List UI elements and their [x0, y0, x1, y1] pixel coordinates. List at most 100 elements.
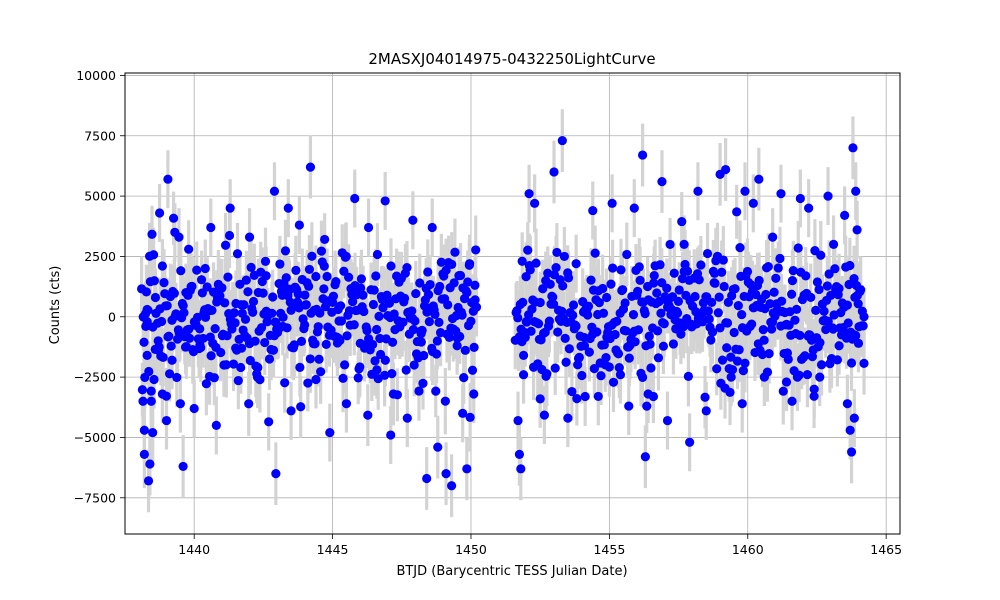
data-point: [264, 417, 274, 427]
data-point: [677, 216, 687, 227]
data-point: [178, 461, 188, 472]
data-point: [822, 281, 832, 291]
data-point: [630, 337, 640, 347]
data-point: [815, 337, 825, 348]
data-point: [643, 389, 653, 399]
data-point: [278, 312, 288, 322]
data-point: [253, 362, 263, 373]
data-point: [531, 258, 541, 268]
data-point: [452, 341, 462, 351]
data-point: [359, 306, 369, 317]
data-point: [655, 260, 665, 270]
data-point: [220, 298, 230, 308]
data-point: [606, 279, 616, 289]
data-point: [557, 135, 567, 146]
data-point: [386, 261, 396, 271]
data-point: [211, 420, 221, 430]
data-point: [291, 265, 301, 275]
data-point: [828, 239, 839, 249]
data-point: [187, 281, 197, 292]
data-point: [732, 356, 743, 366]
data-point: [401, 365, 411, 375]
data-point: [682, 266, 693, 276]
data-point: [196, 275, 207, 285]
data-point: [192, 265, 202, 275]
data-point: [449, 278, 459, 288]
data-point: [321, 339, 331, 349]
data-point: [527, 304, 537, 314]
data-point: [236, 300, 246, 310]
data-point: [319, 284, 329, 294]
data-point: [552, 247, 562, 258]
y-tick-label: 7500: [84, 128, 116, 143]
data-point: [859, 312, 869, 322]
data-point: [544, 316, 554, 326]
data-point: [150, 292, 161, 303]
data-point: [137, 385, 148, 395]
data-point: [398, 317, 408, 327]
data-point: [783, 354, 793, 364]
data-point: [143, 476, 154, 486]
data-point: [296, 336, 307, 346]
data-point: [342, 331, 352, 341]
data-point: [313, 322, 323, 332]
data-point: [538, 284, 548, 294]
data-point: [561, 357, 571, 367]
data-point: [146, 396, 156, 406]
data-point: [248, 296, 259, 307]
data-point: [153, 336, 163, 346]
data-point: [447, 481, 457, 491]
data-point: [843, 318, 853, 328]
data-point: [207, 305, 217, 315]
data-point: [222, 331, 232, 341]
data-point: [157, 389, 167, 399]
data-point: [221, 360, 231, 370]
data-point: [516, 464, 526, 474]
data-point: [759, 372, 769, 382]
data-point: [244, 232, 255, 242]
data-point: [294, 220, 304, 230]
data-point: [634, 262, 644, 272]
data-point: [613, 349, 624, 359]
data-point: [594, 298, 604, 308]
data-point: [669, 268, 679, 278]
data-point: [776, 189, 786, 199]
data-point: [164, 369, 175, 379]
data-point: [178, 301, 188, 311]
data-point: [548, 299, 559, 309]
data-point: [775, 253, 785, 264]
data-point: [169, 288, 179, 298]
data-point: [260, 256, 271, 266]
data-point: [674, 285, 684, 295]
data-point: [307, 251, 317, 261]
data-point: [275, 259, 285, 269]
data-point: [159, 278, 169, 288]
data-point: [717, 267, 727, 277]
data-point: [280, 246, 291, 256]
data-point: [722, 343, 732, 353]
data-point: [316, 367, 326, 377]
data-point: [328, 291, 339, 301]
data-point: [514, 449, 525, 459]
data-point: [465, 412, 475, 422]
data-point: [758, 325, 768, 335]
data-point: [372, 365, 382, 375]
data-point: [633, 286, 643, 296]
data-point: [588, 205, 598, 216]
data-point: [735, 243, 745, 253]
data-point: [840, 210, 850, 221]
y-tick-label: −7500: [74, 490, 116, 505]
data-point: [189, 403, 199, 414]
data-point: [607, 198, 617, 208]
data-point: [832, 355, 842, 365]
data-point: [658, 341, 669, 351]
data-point: [258, 288, 268, 298]
data-point: [693, 186, 703, 196]
x-tick-label: 1460: [732, 542, 764, 557]
data-point: [368, 299, 379, 310]
data-point: [286, 406, 296, 416]
data-point: [748, 198, 758, 208]
data-point: [761, 289, 771, 300]
data-point: [139, 449, 149, 459]
data-point: [469, 389, 479, 399]
